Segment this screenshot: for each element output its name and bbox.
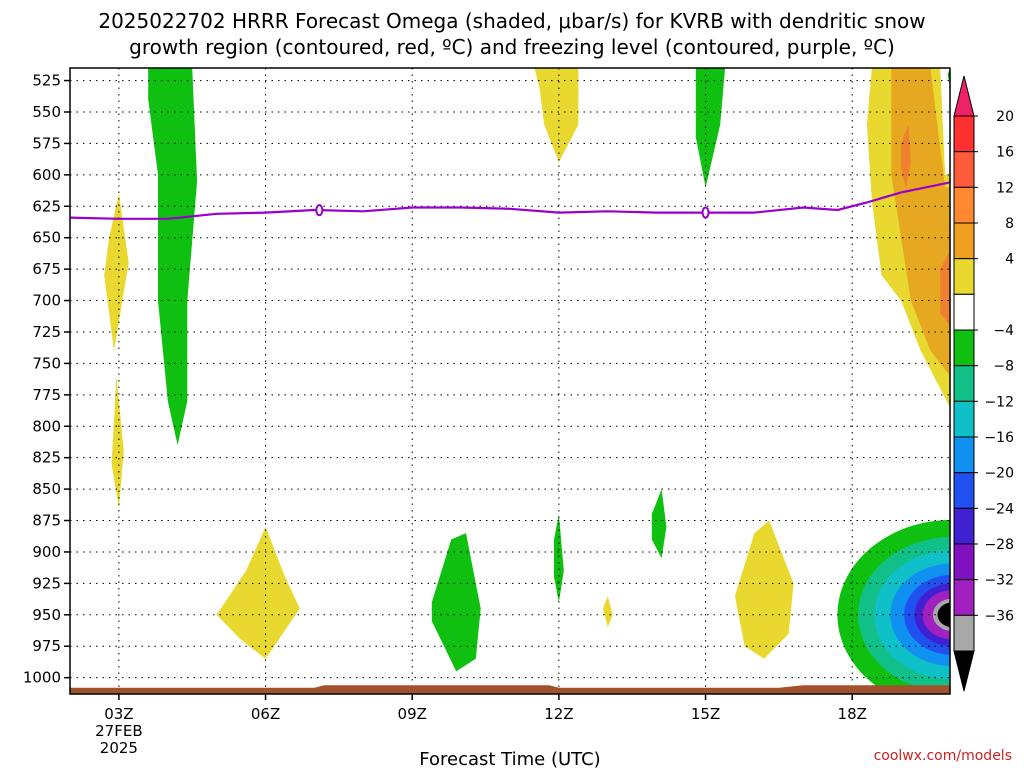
- grid: [70, 68, 950, 694]
- y-tick-label: 650: [32, 229, 61, 247]
- colorbar-segment: [953, 293, 975, 331]
- y-tick-label: 850: [32, 480, 61, 498]
- ground-fill: [70, 685, 950, 694]
- y-tick-label: 600: [32, 166, 61, 184]
- colorbar-label: 8: [1005, 216, 1014, 232]
- colorbar-label: −4: [993, 323, 1014, 339]
- x-tick-label: 03Z: [104, 705, 133, 723]
- colorbar-label: −16: [984, 430, 1014, 446]
- colorbar-segment: [953, 186, 975, 224]
- colorbar-segment: [953, 472, 975, 509]
- ground-band: [70, 685, 950, 694]
- y-tick-label: 550: [32, 103, 61, 121]
- y-tick-label: 675: [32, 260, 61, 278]
- freezing-level-line: [70, 181, 950, 220]
- y-tick-label: 725: [32, 323, 61, 341]
- colorbar-label: −28: [984, 537, 1014, 553]
- y-tick-label: 925: [32, 574, 61, 592]
- credit-text: coolwx.com/models: [874, 748, 1012, 764]
- omega-shading: [104, 68, 950, 694]
- y-tick-label: 1000: [23, 669, 61, 687]
- x-tick-label: 18Z: [838, 705, 867, 723]
- omega-region-0: [104, 193, 129, 351]
- colorbar-bottom-arrow: [953, 650, 975, 692]
- omega-region-6: [431, 533, 481, 672]
- colorbar-label: −36: [984, 608, 1014, 624]
- y-tick-label: 700: [32, 292, 61, 310]
- omega-region-13: [901, 124, 911, 188]
- x-tick-label: 09Z: [398, 705, 427, 723]
- y-tick-label: 575: [32, 134, 61, 152]
- colorbar-segment: [953, 115, 975, 153]
- y-tick-label: 950: [32, 606, 61, 624]
- omega-region-2: [148, 68, 198, 446]
- colorbar-segment: [953, 151, 975, 188]
- omega-region-5: [216, 526, 300, 659]
- y-tick-label: 825: [32, 449, 61, 467]
- colorbar-segment: [953, 400, 975, 438]
- y-tick-label: 900: [32, 543, 61, 561]
- freezing-level-label-zero: [315, 204, 324, 217]
- colorbar-label: 4: [1005, 252, 1014, 268]
- colorbar-label: −20: [984, 466, 1014, 482]
- omega-region-9: [651, 489, 667, 559]
- colorbar-segment: [953, 507, 975, 545]
- colorbar-segment: [953, 614, 975, 652]
- omega-region-4: [695, 68, 726, 188]
- y-tick-label: 525: [32, 72, 61, 90]
- colorbar-label: 20: [996, 109, 1014, 125]
- freezing-level-contour: [70, 181, 950, 220]
- y-tick-label: 625: [32, 197, 61, 215]
- omega-region-10: [734, 520, 794, 659]
- colorbar-segment: [953, 436, 975, 474]
- x-tick-sublabel: 27FEB: [95, 722, 142, 740]
- omega-region-1: [111, 376, 124, 508]
- colorbar-label: −24: [984, 501, 1014, 517]
- y-tick-label: 775: [32, 386, 61, 404]
- y-tick-label: 875: [32, 512, 61, 530]
- x-tick-sublabel: 2025: [100, 739, 138, 757]
- colorbar-segment: [953, 579, 975, 616]
- colorbar: 20 16 12 8 4 −4 −8 −12 −16 −20 −24 −28 −32 −36: [953, 75, 1014, 692]
- colorbar-segment: [953, 365, 975, 402]
- omega-region-7: [554, 514, 564, 603]
- colorbar-segment: [953, 543, 975, 581]
- x-tick-label: 12Z: [544, 705, 573, 723]
- y-tick-label: 800: [32, 417, 61, 435]
- colorbar-label: 16: [996, 145, 1014, 161]
- chart-title-line-2: growth region (contoured, red, ºC) and f…: [129, 35, 895, 59]
- y-tick-label: 750: [32, 354, 61, 372]
- downdraft-band-8: [937, 602, 950, 627]
- colorbar-label: −12: [984, 394, 1014, 410]
- x-tick-label: 15Z: [691, 705, 720, 723]
- colorbar-segment: [953, 222, 975, 260]
- colorbar-label: −8: [993, 359, 1014, 375]
- omega-region-3: [534, 68, 579, 163]
- omega-region-8: [602, 596, 613, 628]
- x-tick-label: 06Z: [251, 705, 280, 723]
- colorbar-label: 12: [996, 180, 1014, 196]
- plot-frame: [69, 67, 951, 695]
- y-tick-label: 975: [32, 637, 61, 655]
- colorbar-label: −32: [984, 573, 1014, 589]
- freezing-level-label-zero: [701, 206, 710, 219]
- colorbar-segment: [953, 258, 975, 295]
- colorbar-segment: [953, 329, 975, 367]
- y-axis: 525 550 575 600 625 650 675 700 725 750 775 800 825 8…: [23, 72, 70, 687]
- colorbar-top-arrow: [953, 75, 975, 117]
- x-axis-label: Forecast Time (UTC): [419, 749, 600, 768]
- chart-title-line-1: 2025022702 HRRR Forecast Omega (shaded, …: [98, 9, 925, 33]
